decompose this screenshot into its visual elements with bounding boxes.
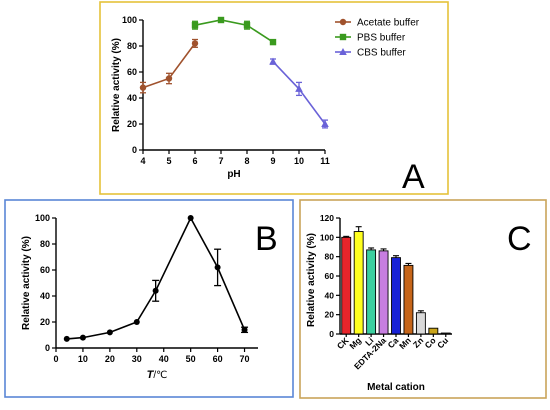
b-x-tick-label: 70 bbox=[240, 354, 250, 364]
a-data-point bbox=[269, 57, 277, 65]
a-legend-marker bbox=[339, 48, 347, 55]
a-y-axis-label: Relative activity (%) bbox=[111, 38, 122, 132]
b-x-tick-label: 60 bbox=[213, 354, 223, 364]
c-bar bbox=[415, 312, 426, 335]
c-y-tick-label: 20 bbox=[325, 310, 335, 320]
b-data-point bbox=[63, 335, 70, 342]
a-data-point bbox=[217, 16, 225, 24]
a-y-tick-label: 100 bbox=[122, 15, 137, 25]
b-x-tick-label: 40 bbox=[159, 354, 169, 364]
b-y-tick-label: 0 bbox=[45, 343, 50, 353]
panel-b-frame bbox=[4, 199, 294, 398]
a-data-point bbox=[139, 84, 147, 91]
c-x-tick-label: Mg bbox=[347, 335, 363, 351]
a-legend-label: CBS buffer bbox=[357, 48, 406, 59]
b-data-point bbox=[241, 326, 248, 333]
panel-c-letter: C bbox=[507, 220, 532, 258]
c-y-tick-label: 100 bbox=[320, 232, 334, 242]
a-data-point bbox=[191, 40, 199, 47]
b-x-axis-label: T/℃ bbox=[147, 369, 168, 381]
a-series-line bbox=[194, 19, 274, 43]
c-x-axis-label: Metal cation bbox=[367, 382, 425, 393]
a-x-tick-label: 9 bbox=[270, 156, 275, 166]
c-y-tick-label: 120 bbox=[320, 213, 334, 223]
c-bar bbox=[428, 327, 439, 335]
c-bar bbox=[403, 264, 414, 335]
a-x-tick-label: 10 bbox=[294, 156, 304, 166]
panel-b-letter: B bbox=[255, 220, 278, 258]
panel-a-frame bbox=[99, 1, 449, 195]
b-data-point bbox=[79, 334, 86, 341]
c-bar bbox=[366, 249, 377, 335]
b-x-tick-label: 10 bbox=[78, 354, 88, 364]
a-y-tick-label: 0 bbox=[132, 145, 137, 155]
b-data-point bbox=[106, 329, 113, 336]
b-data-point bbox=[187, 215, 194, 221]
a-x-tick-label: 11 bbox=[320, 156, 330, 166]
c-y-tick-label: 40 bbox=[325, 290, 335, 300]
c-bar bbox=[391, 257, 401, 335]
panel-c-frame bbox=[299, 199, 547, 399]
a-legend-marker bbox=[339, 18, 347, 26]
panel-a-letter: A bbox=[402, 158, 425, 196]
c-bar bbox=[378, 250, 389, 335]
c-bar bbox=[353, 231, 364, 335]
a-y-tick-label: 60 bbox=[127, 67, 137, 77]
a-data-point bbox=[321, 120, 329, 127]
b-data-point bbox=[152, 287, 159, 294]
c-bar bbox=[341, 236, 352, 335]
a-legend-label: Acetate buffer bbox=[357, 18, 420, 29]
b-y-axis-label: Relative activity (%) bbox=[21, 236, 32, 330]
b-y-tick-label: 80 bbox=[40, 239, 50, 249]
b-x-tick-label: 0 bbox=[53, 354, 58, 364]
c-x-tick-label: Cu bbox=[435, 335, 450, 350]
b-y-tick-label: 40 bbox=[40, 291, 50, 301]
a-x-tick-label: 8 bbox=[244, 156, 249, 166]
a-x-axis-label: pH bbox=[227, 169, 240, 180]
a-x-tick-label: 5 bbox=[166, 156, 171, 166]
a-y-tick-label: 40 bbox=[127, 93, 137, 103]
c-bar bbox=[440, 332, 451, 335]
a-data-point bbox=[269, 38, 277, 46]
a-data-point bbox=[243, 22, 251, 29]
a-y-tick-label: 80 bbox=[127, 41, 137, 51]
c-y-tick-label: 80 bbox=[325, 252, 335, 262]
a-x-tick-label: 7 bbox=[218, 156, 223, 166]
c-y-tick-label: 60 bbox=[325, 271, 335, 281]
a-x-tick-label: 6 bbox=[192, 156, 197, 166]
a-y-tick-label: 20 bbox=[127, 119, 137, 129]
b-y-tick-label: 100 bbox=[35, 213, 50, 223]
b-y-tick-label: 60 bbox=[40, 265, 50, 275]
b-x-tick-label: 30 bbox=[132, 354, 142, 364]
a-data-point bbox=[191, 22, 199, 29]
b-y-tick-label: 20 bbox=[40, 317, 50, 327]
b-x-tick-label: 20 bbox=[105, 354, 115, 364]
b-data-point bbox=[133, 319, 140, 325]
b-series-line bbox=[66, 216, 246, 340]
a-data-point bbox=[295, 84, 303, 92]
a-legend-marker bbox=[339, 33, 347, 41]
c-y-axis-label: Relative activity (%) bbox=[306, 233, 317, 327]
b-data-point bbox=[214, 264, 221, 271]
panel-a-chart: 0 20 40 60 80 100 4 5 6 7 8 9 10 11 pH Relative activit… bbox=[111, 15, 420, 180]
a-x-tick-label: 4 bbox=[140, 156, 145, 166]
a-data-point bbox=[165, 75, 173, 82]
panel-b-chart: 0 20 40 60 80 100 0 10 20 30 40 50 60 70 T/℃ Relative a… bbox=[21, 213, 258, 381]
b-x-tick-label: 50 bbox=[186, 354, 196, 364]
a-legend-label: PBS buffer bbox=[357, 33, 406, 44]
c-y-tick-label: 0 bbox=[329, 329, 334, 339]
